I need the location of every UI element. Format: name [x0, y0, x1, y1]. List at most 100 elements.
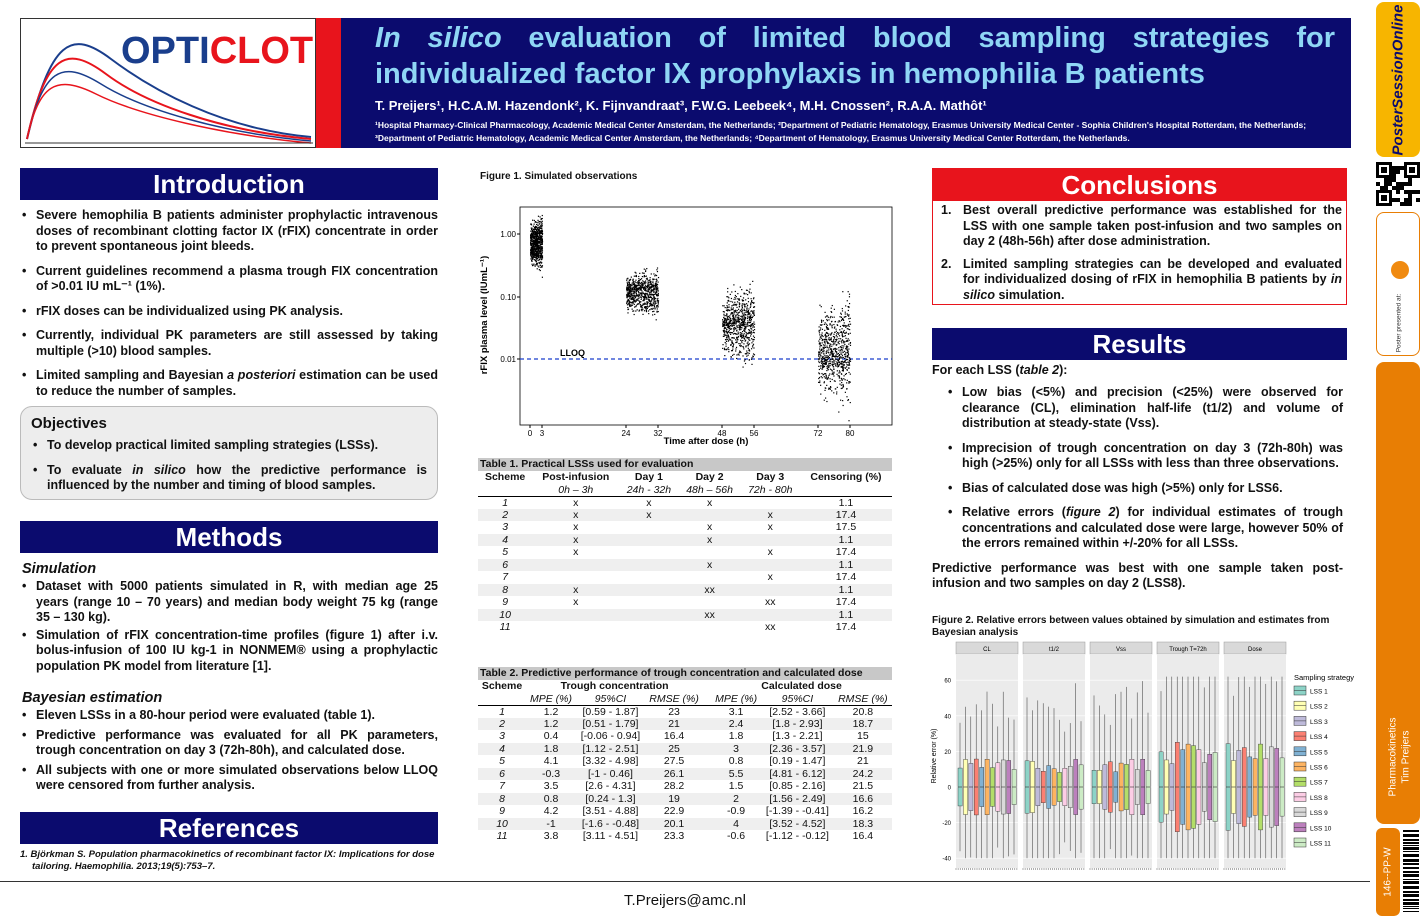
- table-cell: [3.11 - 4.51]: [582, 830, 639, 843]
- bayesian-subheading: Bayesian estimation: [22, 690, 163, 706]
- table-cell: [2.36 - 3.57]: [761, 742, 834, 755]
- table-cell: 19: [644, 792, 704, 805]
- topic-label: Pharmacokinetics: [1387, 717, 1399, 797]
- boxplot-box: [995, 726, 1001, 848]
- ytick-label: -40: [942, 857, 951, 863]
- table-cell: [-0.06 - 0.94]: [580, 730, 641, 743]
- table-cell: [3.51 - 4.88]: [582, 805, 639, 818]
- table-cell: 20.8: [852, 705, 874, 718]
- list-item: To develop practical limited sampling st…: [31, 438, 427, 454]
- table-cell: 27.5: [663, 755, 685, 768]
- list-item: Limited sampling and Bayesian a posterio…: [20, 368, 438, 399]
- authors: T. Preijers¹, H.C.A.M. Hazendonk², K. Fi…: [375, 98, 987, 113]
- sidebar: PosterSessionOnline Poster presented at:…: [1372, 0, 1424, 921]
- simulation-subheading: Simulation: [22, 561, 97, 577]
- barcode-icon: [1403, 830, 1419, 912]
- table-cell: xx: [765, 621, 776, 634]
- methods-heading: Methods: [20, 521, 438, 553]
- table-header: Day 3: [756, 471, 785, 484]
- objectives-heading: Objectives: [31, 415, 107, 432]
- boxplot-box: [1185, 676, 1191, 859]
- results-intro: For each LSS (table 2):: [932, 363, 1068, 377]
- table-cell: x: [767, 521, 773, 534]
- table-row: 3 0.4 [-0.06 - 0.94] 16.4 1.8 [1.3 - 2.21] 15: [478, 730, 892, 743]
- boxplot-panels: 60 40 20 0 -20 -40 CL t1/2 Vss Trough T=72h Dose: [942, 641, 1287, 870]
- table-subheader: 95%CI: [781, 692, 814, 705]
- boxplot-box: [1158, 691, 1164, 859]
- table-row: 4 1.8 [1.12 - 2.51] 25 3 [2.36 - 3.57] 21.9: [478, 742, 892, 755]
- xtick-label: 72: [814, 429, 823, 438]
- boxplot-box: [1129, 718, 1135, 856]
- boxplot-box: [968, 716, 974, 858]
- legend-item: LSS 7: [1293, 776, 1328, 787]
- boxplot-box: [1118, 691, 1124, 859]
- table-cell: [1.56 - 2.49]: [761, 792, 834, 805]
- boxplot-box: [1145, 712, 1151, 859]
- table-subheader: [800, 484, 892, 497]
- table-row: 1 x x x 1.1: [478, 496, 892, 509]
- table-cell: 5: [499, 755, 505, 768]
- table-cell: 3.8: [543, 830, 559, 843]
- figure1-plot: rFIX plasma level (IUmL⁻¹) Time after do…: [479, 206, 893, 447]
- topic-band: Pharmacokinetics Tim Preijers: [1376, 362, 1420, 824]
- table-cell: x: [767, 546, 773, 559]
- poster-code-band: 146--PP-W: [1376, 828, 1400, 916]
- boxplot-box: [1247, 686, 1253, 859]
- ytick-label: 0: [948, 786, 952, 792]
- table1-caption: Table 1. Practical LSSs used for evaluat…: [478, 458, 892, 471]
- header-red-strip: [316, 18, 341, 148]
- table-row: 1 1.2 [0.59 - 1.87] 23 3.1 [2.52 - 3.66] 20.8: [478, 705, 892, 718]
- legend-label: LSS 5: [1310, 749, 1328, 756]
- boxplot-box: [1164, 676, 1169, 859]
- boxplot-box: [1134, 692, 1140, 859]
- boxplot-box: [1169, 676, 1175, 859]
- facet-label: Trough T=72h: [1169, 647, 1207, 653]
- boxplot-box: [957, 722, 963, 852]
- table-cell: 1.5: [728, 780, 744, 793]
- list-item: Low bias (<5%) and precision (<25%) were…: [946, 385, 1343, 432]
- table-cell: [0.19 - 1.47]: [769, 755, 826, 768]
- table-cell: 3: [499, 730, 505, 743]
- legend-item: LSS 6: [1293, 761, 1328, 772]
- boxplot-box: [1242, 676, 1247, 859]
- brand-badge: PosterSessionOnline: [1376, 2, 1420, 157]
- table-cell: 3: [711, 742, 762, 755]
- table-cell: [679, 621, 741, 634]
- table-subheader: 24h - 32h: [626, 483, 672, 496]
- table-cell: x: [532, 508, 620, 521]
- poster-code: 146--PP-W: [1382, 847, 1394, 897]
- table-cell: [532, 608, 620, 621]
- boxplot-box: [1078, 721, 1084, 853]
- list-item: rFIX doses can be individualized using P…: [20, 304, 438, 320]
- table-cell: 11: [496, 830, 508, 843]
- table-row: 8 0.8 [0.24 - 1.3] 19 2 [1.56 - 2.49] 16.6: [478, 792, 892, 805]
- boxplot-box: [984, 691, 990, 859]
- table-cell: [532, 571, 619, 584]
- facet-label: Dose: [1248, 647, 1263, 653]
- table-cell: x: [573, 496, 579, 509]
- table-cell: 21: [644, 717, 704, 730]
- table-header: Trough concentration: [560, 680, 669, 693]
- table-cell: 1.1: [799, 583, 892, 596]
- table-cell: 4: [478, 533, 533, 546]
- xtick-label: 32: [654, 429, 663, 438]
- table-cell: x: [532, 583, 620, 596]
- plot-frame: [519, 206, 893, 426]
- boxplot-box: [1040, 703, 1046, 859]
- table-cell: 24.2: [833, 767, 892, 780]
- table-cell: 3.5: [543, 780, 559, 793]
- table-row: 4 x x 1.1: [478, 533, 892, 546]
- boxplot-box: [979, 710, 984, 859]
- boxplot-box: [1067, 723, 1073, 851]
- list-item: Severe hemophilia B patients administer …: [20, 208, 438, 255]
- table-cell: 9: [499, 805, 505, 818]
- table-cell: x: [740, 508, 800, 521]
- boxplot-box: [1191, 676, 1196, 859]
- table-cell: [619, 621, 678, 634]
- table-cell: [-1.6 - -0.48]: [575, 817, 645, 830]
- boxplot-box: [1011, 719, 1017, 855]
- boxplot-box: [1062, 731, 1068, 843]
- table-cell: x: [573, 546, 579, 559]
- table-cell: 1.1: [799, 608, 892, 621]
- boxplot-box: [1006, 717, 1011, 857]
